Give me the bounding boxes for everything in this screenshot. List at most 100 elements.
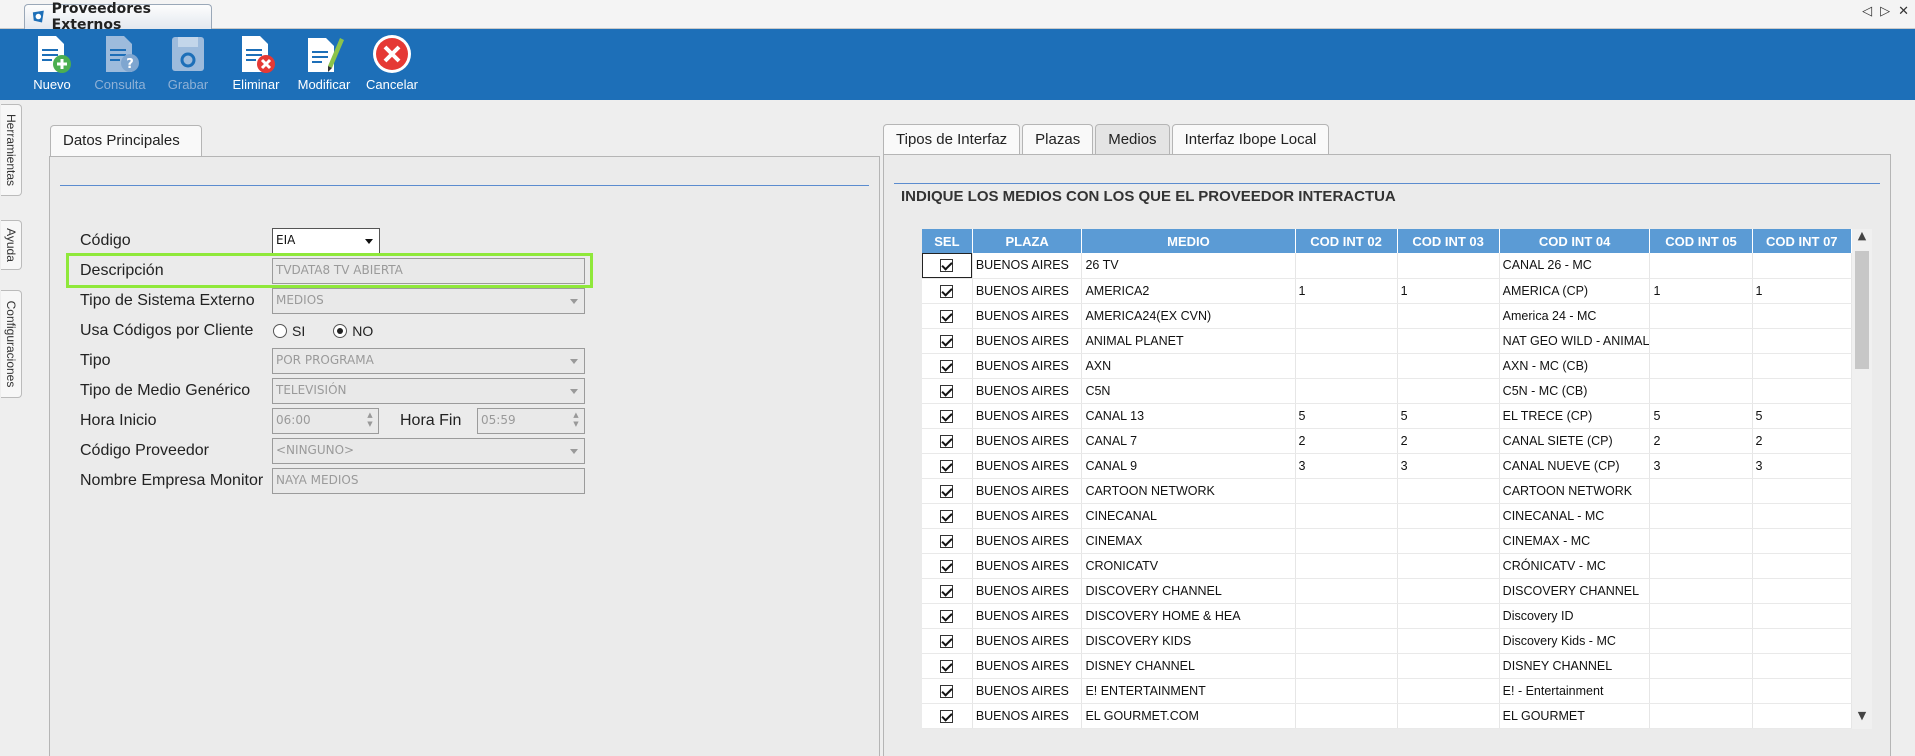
tab-interfaz-ibope-local[interactable]: Interfaz Ibope Local (1171, 124, 1330, 155)
sel-cell[interactable] (922, 328, 973, 354)
sel-cell[interactable] (922, 703, 973, 729)
next-tab-icon[interactable]: ▷ (1880, 4, 1891, 19)
row-checkbox[interactable] (940, 609, 954, 623)
table-row[interactable]: BUENOS AIRES CANAL 9 3 3 CANAL NUEVE (CP) 3 3 (922, 453, 1852, 479)
sidebar-tab-configuraciones[interactable]: Configuraciones (1, 290, 22, 398)
column-header[interactable]: COD INT 02 (1295, 229, 1398, 253)
sel-cell[interactable] (922, 403, 973, 429)
table-row[interactable]: BUENOS AIRES C5N C5N - MC (CB) (922, 378, 1852, 404)
grabar-button[interactable]: Grabar (154, 29, 222, 100)
table-row[interactable]: BUENOS AIRES CRONICATV CRÓNICATV - MC (922, 553, 1852, 579)
row-checkbox[interactable] (940, 634, 954, 648)
row-checkbox[interactable] (940, 309, 954, 323)
sidebar-tab-herramientas[interactable]: Herramientas (1, 104, 22, 196)
sidebar-tab-ayuda[interactable]: Ayuda (1, 220, 22, 270)
row-checkbox[interactable] (940, 359, 954, 373)
table-row[interactable]: BUENOS AIRES CINEMAX CINEMAX - MC (922, 528, 1852, 554)
row-checkbox[interactable] (940, 434, 954, 448)
tab-proveedores-externos[interactable]: Proveedores Externos (24, 1, 212, 33)
sel-cell[interactable] (922, 503, 973, 529)
codigo-proveedor-select[interactable]: <NINGUNO> (272, 438, 585, 464)
table-row[interactable]: BUENOS AIRES AMERICA24(EX CVN) America 24 … (922, 303, 1852, 329)
column-header[interactable]: COD INT 04 (1499, 229, 1651, 253)
table-row[interactable]: BUENOS AIRES CINECANAL CINECANAL - MC (922, 503, 1852, 529)
table-row[interactable]: BUENOS AIRES ANIMAL PLANET NAT GEO WILD - … (922, 328, 1852, 354)
table-row[interactable]: BUENOS AIRES AMERICA2 1 1 AMERICA (CP) 1 1 (922, 278, 1852, 304)
sel-cell[interactable] (922, 378, 973, 404)
sel-cell[interactable] (922, 628, 973, 654)
sel-cell[interactable] (922, 553, 973, 579)
sel-cell[interactable] (922, 353, 973, 379)
modificar-button[interactable]: Modificar (290, 29, 358, 100)
sel-cell[interactable] (922, 603, 973, 629)
column-header[interactable]: PLAZA (972, 229, 1083, 253)
sel-cell[interactable] (922, 528, 973, 554)
sel-cell[interactable] (922, 253, 973, 279)
table-row[interactable]: BUENOS AIRES E! ENTERTAINMENT E! - Enterta… (922, 678, 1852, 704)
row-checkbox[interactable] (940, 484, 954, 498)
tab-datos-principales[interactable]: Datos Principales (50, 125, 202, 157)
row-checkbox[interactable] (940, 259, 954, 273)
scroll-down-icon[interactable]: ▼ (1857, 709, 1867, 722)
scroll-up-icon[interactable]: ▲ (1857, 229, 1867, 242)
table-row[interactable]: BUENOS AIRES DISCOVERY CHANNEL DISCOVERY C… (922, 578, 1852, 604)
row-checkbox[interactable] (940, 459, 954, 473)
spinner-icon[interactable]: ▲ ▼ (367, 411, 373, 428)
column-header[interactable]: MEDIO (1081, 229, 1296, 253)
eliminar-button[interactable]: Eliminar (222, 29, 290, 100)
row-checkbox[interactable] (940, 659, 954, 673)
table-row[interactable]: BUENOS AIRES 26 TV CANAL 26 - MC (922, 253, 1852, 279)
radio-no[interactable]: NO (333, 323, 373, 339)
close-icon[interactable]: ✕ (1898, 4, 1909, 19)
nuevo-button[interactable]: Nuevo (18, 29, 86, 100)
sel-cell[interactable] (922, 428, 973, 454)
column-header[interactable]: COD INT 03 (1397, 229, 1500, 253)
tipo-sistema-select[interactable]: MEDIOS (272, 288, 585, 314)
tipo-medio-select[interactable]: TELEVISIÓN (272, 378, 585, 404)
table-row[interactable]: BUENOS AIRES EL GOURMET.COM EL GOURMET (922, 703, 1852, 729)
row-checkbox[interactable] (940, 709, 954, 723)
column-header[interactable]: COD INT 05 (1649, 229, 1753, 253)
tab-tipos-de-interfaz[interactable]: Tipos de Interfaz (883, 124, 1021, 155)
sel-cell[interactable] (922, 678, 973, 704)
column-header[interactable]: SEL (922, 229, 973, 253)
radio-si[interactable]: SI (273, 323, 305, 339)
tipo-select[interactable]: POR PROGRAMA (272, 348, 585, 374)
tab-medios[interactable]: Medios (1095, 124, 1170, 155)
row-checkbox[interactable] (940, 534, 954, 548)
descripcion-field[interactable]: TVDATA8 TV ABIERTA (272, 258, 585, 284)
row-checkbox[interactable] (940, 334, 954, 348)
table-row[interactable]: BUENOS AIRES CARTOON NETWORK CARTOON NETWO… (922, 478, 1852, 504)
table-row[interactable]: BUENOS AIRES DISCOVERY HOME & HEA Discover… (922, 603, 1852, 629)
table-row[interactable]: BUENOS AIRES CANAL 7 2 2 CANAL SIETE (CP) 2 2 (922, 428, 1852, 454)
hora-inicio-field[interactable]: 06:00 ▲ ▼ (272, 408, 379, 434)
sel-cell[interactable] (922, 653, 973, 679)
row-checkbox[interactable] (940, 559, 954, 573)
nombre-empresa-field[interactable]: NAYA MEDIOS (272, 468, 585, 494)
column-header[interactable]: COD INT 07 (1752, 229, 1852, 253)
tab-plazas[interactable]: Plazas (1022, 124, 1094, 155)
codigo-select[interactable]: EIA (272, 228, 380, 254)
table-row[interactable]: BUENOS AIRES AXN AXN - MC (CB) (922, 353, 1852, 379)
spinner-icon[interactable]: ▲ ▼ (573, 411, 579, 428)
row-checkbox[interactable] (940, 509, 954, 523)
sel-cell[interactable] (922, 478, 973, 504)
table-row[interactable]: BUENOS AIRES DISNEY CHANNEL DISNEY CHANNEL (922, 653, 1852, 679)
row-checkbox[interactable] (940, 284, 954, 298)
table-row[interactable]: BUENOS AIRES CANAL 13 5 5 EL TRECE (CP) 5 5 (922, 403, 1852, 429)
row-checkbox[interactable] (940, 384, 954, 398)
prev-tab-icon[interactable]: ◁ (1862, 4, 1873, 19)
sel-cell[interactable] (922, 578, 973, 604)
row-checkbox[interactable] (940, 409, 954, 423)
grid-scrollbar[interactable]: ▲ ▼ (1852, 229, 1872, 729)
sel-cell[interactable] (922, 453, 973, 479)
cancelar-button[interactable]: Cancelar (358, 29, 426, 100)
sel-cell[interactable] (922, 278, 973, 304)
row-checkbox[interactable] (940, 584, 954, 598)
row-checkbox[interactable] (940, 684, 954, 698)
hora-fin-field[interactable]: 05:59 ▲ ▼ (477, 408, 585, 434)
table-row[interactable]: BUENOS AIRES DISCOVERY KIDS Discovery Kids… (922, 628, 1852, 654)
sel-cell[interactable] (922, 303, 973, 329)
consulta-button[interactable]: ? Consulta (86, 29, 154, 100)
scroll-thumb[interactable] (1855, 251, 1869, 369)
